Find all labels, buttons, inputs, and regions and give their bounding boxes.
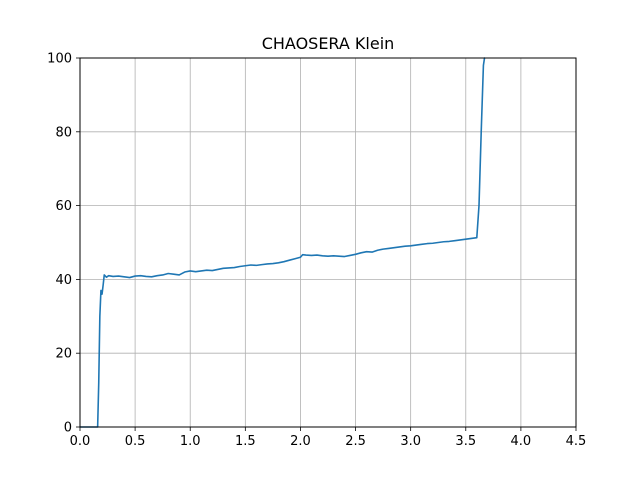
y-tick-label: 80 [55,125,72,140]
plot-frame [79,57,577,428]
x-tick-label: 0.0 [70,434,91,449]
y-tick-label: 40 [55,273,72,288]
y-axis: 0 20 40 60 80 100 [47,52,80,436]
chart-title: CHAOSERA Klein [262,34,395,53]
x-axis: 0.0 0.5 1.0 1.5 2.0 2.5 3.0 3.5 4.0 4.5 [70,427,587,449]
x-tick-label: 1.0 [180,434,201,449]
y-tick-label: 100 [47,52,72,67]
x-tick-label: 3.5 [455,434,476,449]
x-tick-label: 3.0 [400,434,421,449]
x-tick-label: 2.0 [290,434,311,449]
y-tick-label: 20 [55,347,72,362]
y-tick-label: 0 [64,421,72,436]
x-tick-label: 1.5 [235,434,256,449]
series-layer [79,57,486,428]
x-tick-label: 0.5 [125,434,146,449]
series-line [79,57,486,428]
x-tick-label: 4.5 [566,434,587,449]
x-tick-label: 4.0 [511,434,532,449]
y-tick-label: 60 [55,199,72,214]
x-tick-label: 2.5 [345,434,366,449]
